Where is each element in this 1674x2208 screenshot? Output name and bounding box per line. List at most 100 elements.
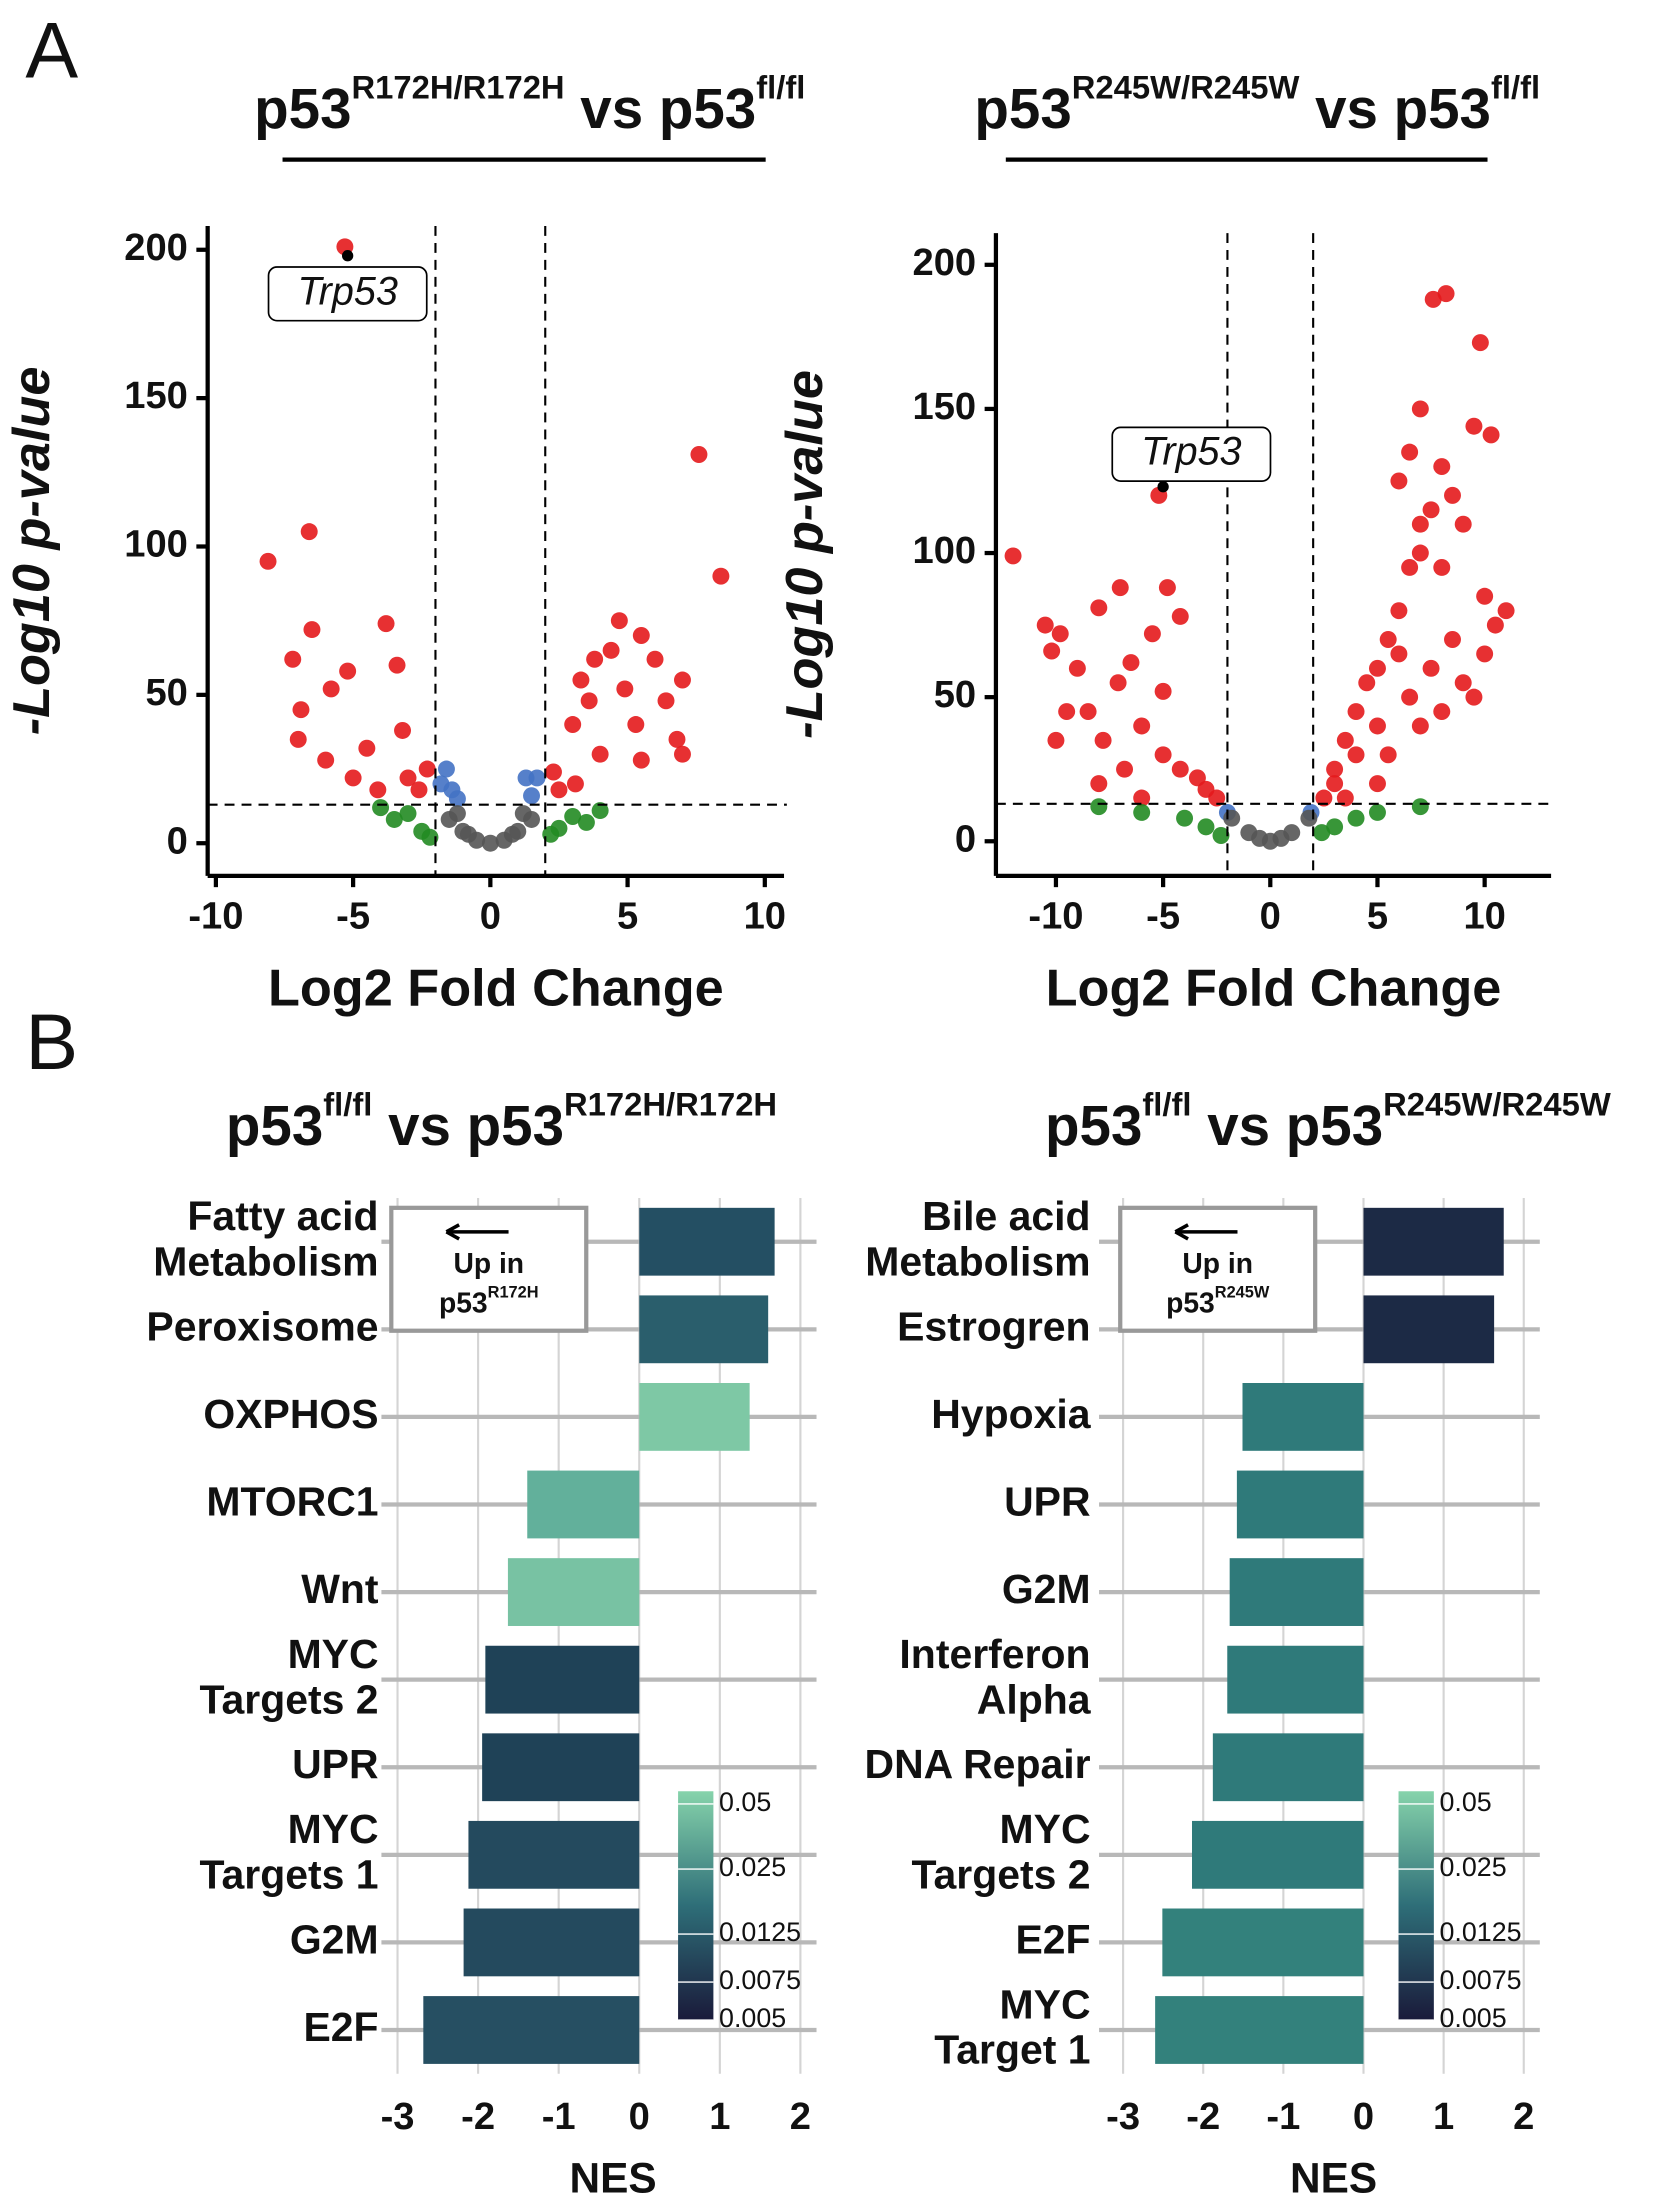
x-tick-label: -10 <box>1028 894 1083 937</box>
text-part: R172H/R172H <box>352 68 565 105</box>
bar <box>527 1470 640 1539</box>
label-line: Metabolism <box>865 1238 1090 1284</box>
label-line: Alpha <box>977 1676 1092 1722</box>
x-tick-label: -2 <box>461 2095 495 2138</box>
point <box>1116 760 1134 778</box>
point <box>1424 290 1442 308</box>
point <box>399 769 417 787</box>
point <box>1068 659 1086 677</box>
y-tick-label: G2M <box>1002 1566 1091 1612</box>
point <box>1300 809 1318 827</box>
point <box>1471 334 1489 352</box>
point <box>1390 602 1408 620</box>
chart-title: p53fl/fl vs p53R172H/R172H <box>226 1085 777 1157</box>
colorbar-tick-label: 0.0125 <box>719 1917 801 1947</box>
point <box>572 671 590 689</box>
highlight-point <box>341 250 354 262</box>
point <box>1090 798 1108 816</box>
bar <box>1155 1996 1364 2064</box>
point <box>1336 731 1354 749</box>
text-part: vs p53 <box>372 1094 564 1157</box>
text-part: R245W <box>1215 1284 1270 1302</box>
label-line: Fatty acid <box>187 1193 378 1239</box>
colorbar <box>1398 1791 1434 2021</box>
bar <box>1192 1820 1364 1889</box>
point <box>602 641 620 659</box>
label-line: DNA Repair <box>865 1741 1091 1787</box>
point <box>591 745 609 763</box>
y-tick-label: Fatty acid Metabolism <box>153 1193 378 1284</box>
text-part: p53 <box>254 77 351 140</box>
text-part: fl/fl <box>756 68 805 105</box>
point <box>1476 645 1494 663</box>
colorbar-tick-label: 0.025 <box>1439 1852 1506 1882</box>
point <box>289 730 307 748</box>
y-tick-label: 0 <box>955 817 976 860</box>
point <box>1401 688 1419 706</box>
y-tick-label: 200 <box>913 241 977 284</box>
point <box>1411 400 1429 418</box>
point <box>1111 579 1129 597</box>
point <box>421 828 439 846</box>
colorbar-tick-label: 0.005 <box>1439 2003 1506 2033</box>
y-tick-label: Peroxisome <box>146 1303 378 1349</box>
x-tick-label: -3 <box>381 2095 415 2138</box>
point <box>284 650 302 668</box>
point <box>1251 829 1269 847</box>
point <box>1390 645 1408 663</box>
y-tick-label: Bile acid Metabolism <box>865 1193 1090 1284</box>
point <box>1197 818 1215 836</box>
label-line: MYC <box>288 1806 379 1852</box>
point <box>394 721 412 739</box>
text-part: R172H/R172H <box>564 1085 777 1122</box>
bar <box>639 1383 750 1451</box>
x-tick-label: -3 <box>1106 2095 1140 2138</box>
point <box>1176 809 1194 827</box>
point <box>410 781 428 799</box>
label-line: E2F <box>303 2004 378 2050</box>
y-tick-label: 150 <box>124 374 188 417</box>
x-axis-label: NES <box>570 2154 657 2201</box>
point <box>1411 544 1429 562</box>
x-tick-label: 2 <box>1513 2095 1534 2138</box>
point <box>1208 789 1226 807</box>
point <box>564 716 582 734</box>
colorbar-tick-label: 0.005 <box>719 2003 786 2033</box>
note-line: Up in <box>453 1247 524 1279</box>
point <box>1465 417 1483 435</box>
y-tick-label: 150 <box>913 385 977 428</box>
text-part: p53 <box>1166 1287 1215 1319</box>
point <box>616 680 634 698</box>
colorbar-tick-label: 0.05 <box>719 1787 771 1817</box>
point <box>1422 501 1440 519</box>
y-tick-label: 100 <box>124 523 188 566</box>
y-tick-label: 100 <box>913 529 977 572</box>
y-axis-label: -Log10 p-value <box>776 370 834 739</box>
point <box>1379 631 1397 648</box>
text-part: vs p53 <box>565 77 757 140</box>
point <box>1482 426 1500 444</box>
note-box <box>1118 1205 1318 1333</box>
point <box>481 834 499 852</box>
point <box>459 825 477 843</box>
point <box>1036 616 1054 634</box>
point <box>1454 674 1472 692</box>
label-line: Estrogren <box>897 1303 1090 1349</box>
y-tick-label: MYC Targets 2 <box>200 1631 379 1722</box>
point <box>690 446 708 463</box>
point <box>1154 682 1172 700</box>
point <box>344 769 362 787</box>
label-line: Targets 1 <box>200 1851 379 1897</box>
point <box>1079 703 1097 721</box>
y-tick-label: Hypoxia <box>931 1391 1092 1437</box>
point <box>418 760 436 778</box>
point <box>1486 616 1504 634</box>
point <box>1171 760 1189 778</box>
bar <box>1363 1207 1504 1276</box>
point <box>1411 717 1429 735</box>
text-part: fl/fl <box>1491 68 1540 105</box>
y-tick-label: UPR <box>1004 1478 1090 1524</box>
point <box>1326 775 1344 793</box>
point <box>358 739 376 757</box>
